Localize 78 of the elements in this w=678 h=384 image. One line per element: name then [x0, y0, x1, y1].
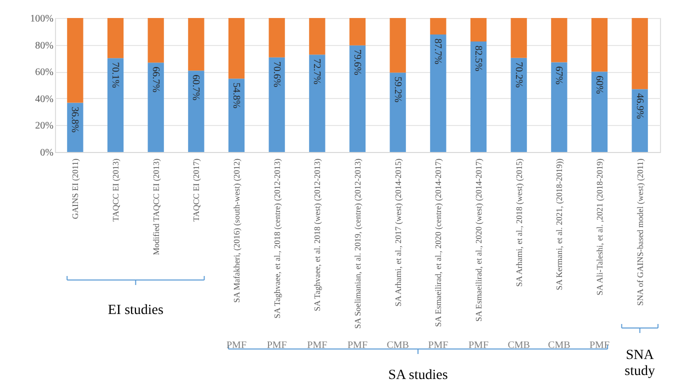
- x-tick-label: SA Esmaeilirad, et al., 2020 (west) (2014-2017): [474, 158, 484, 322]
- bar: [268, 57, 285, 152]
- x-tick-label: SA Mafakheri, (2016) (south-west) (2012): [232, 158, 242, 303]
- text: SNA study: [624, 348, 656, 379]
- bar: [551, 62, 568, 152]
- data-label: 67%: [553, 66, 564, 85]
- bar: [510, 58, 527, 152]
- data-label: 87.7%: [432, 38, 444, 64]
- bar: [510, 18, 527, 58]
- bar: [390, 72, 406, 152]
- bar: [430, 18, 446, 34]
- x-tick-label: Modified TAQCC EI (2013): [150, 158, 161, 256]
- y-tick-label: 40%: [35, 94, 54, 105]
- text: PMF: [347, 340, 368, 351]
- bar: [349, 18, 366, 46]
- y-tick-label: 0%: [40, 148, 54, 158]
- text: PMF: [468, 340, 489, 351]
- data-label: 60%: [594, 76, 604, 94]
- bar: [309, 18, 326, 55]
- x-tick-label: SA Soelimanian, et al. 2019, (centre) (2012-2013): [352, 158, 362, 329]
- bar: [188, 18, 204, 71]
- text: PMF: [428, 340, 449, 351]
- bar: [430, 34, 446, 152]
- data-label: 70.6%: [270, 61, 282, 88]
- bar: [148, 18, 164, 63]
- data-label: 70.2%: [512, 62, 524, 88]
- bar: [551, 18, 568, 62]
- data-label: 72.7%: [311, 58, 322, 84]
- text: PMF: [589, 340, 610, 351]
- x-tick-label: SNA of GAINS-based model (west) (2011): [634, 158, 645, 306]
- bar: [228, 18, 245, 79]
- bar: [390, 18, 406, 73]
- x-tick-label: TAQCC EI (2013): [110, 158, 120, 222]
- bar: [309, 54, 326, 152]
- x-tick-label: TAQCC EI (2017): [191, 158, 202, 222]
- x-tick-label: SA Esmaeilirad, et al., 2020 (centre) (2014-2017): [433, 158, 444, 327]
- bar: [632, 18, 648, 90]
- data-label: 46.9%: [634, 93, 645, 119]
- bar: [107, 18, 124, 58]
- bar: [188, 70, 204, 152]
- bar: [268, 18, 285, 58]
- text: CMB: [386, 340, 410, 351]
- x-tick-label: SA Ali-Taleshi, et al. ,2021 (2018-2019): [594, 158, 604, 296]
- x-tick-label: GAINS EI (2011): [70, 158, 80, 220]
- text: EI studies: [108, 303, 164, 318]
- text: PMF: [307, 340, 328, 351]
- x-tick-label: SA Arhami, et al., 2018 (west) (2015): [514, 158, 524, 287]
- data-label: 82.5%: [472, 45, 484, 72]
- text: SA studies: [388, 368, 448, 383]
- data-label: 36.8%: [69, 106, 80, 133]
- x-tick-label: SA Arhami, et al., 2017 (west) (2014-2015): [392, 158, 403, 307]
- y-tick-label: 20%: [35, 120, 54, 132]
- bar: [591, 18, 608, 72]
- x-tick-label: SA Taghvaee, et al. 2018 (west) (2012-2013): [312, 158, 322, 312]
- bar: [591, 72, 608, 152]
- text: PMF: [226, 340, 247, 351]
- bar: [67, 18, 84, 103]
- y-tick-label: 100%: [30, 14, 54, 24]
- text: PMF: [266, 340, 288, 351]
- data-label: 54.8%: [230, 82, 242, 108]
- data-label: 66.7%: [150, 66, 161, 92]
- x-tick-label: SA Taghvaee, et al., 2018 (centre) (2012-2013): [272, 158, 282, 318]
- data-label: 59.2%: [392, 76, 403, 103]
- y-tick-label: 80%: [35, 40, 54, 52]
- bar: [632, 89, 648, 152]
- bar: [228, 78, 245, 152]
- x-tick-label: SA Kermani, et al. 2021, (2018-2019)): [554, 158, 564, 290]
- data-label: 60.7%: [190, 74, 202, 101]
- bar: [148, 62, 164, 152]
- data-label: 79.6%: [352, 49, 362, 76]
- data-label: 70.1%: [110, 62, 120, 88]
- bar: [470, 18, 487, 42]
- bar: [107, 58, 124, 152]
- bar: [349, 45, 366, 152]
- y-tick-label: 60%: [35, 67, 54, 78]
- text: CMB: [508, 340, 530, 351]
- bar: [470, 41, 487, 152]
- text: CMB: [548, 340, 571, 351]
